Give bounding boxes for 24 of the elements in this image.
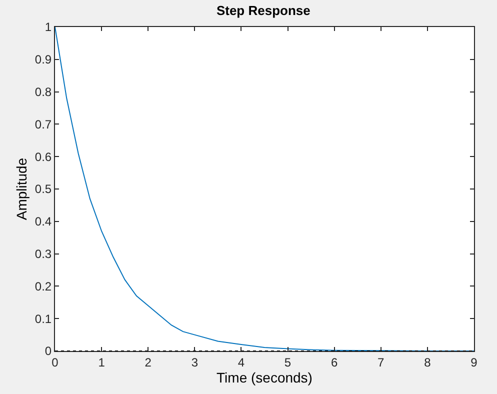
x-axis-title: Time (seconds): [216, 370, 312, 386]
x-tick-label: 7: [378, 355, 385, 370]
x-tick-label: 4: [238, 355, 245, 370]
y-tick-label: 0.7: [34, 117, 52, 132]
y-tick-label: 0.2: [34, 279, 52, 294]
x-tick-label: 2: [144, 355, 152, 370]
x-tick-label: 5: [284, 355, 292, 370]
x-tick-label: 3: [191, 355, 198, 370]
y-tick-label: 0.1: [34, 312, 52, 326]
y-axis-title: Amplitude: [14, 158, 30, 220]
y-tick-label: 0.4: [34, 214, 52, 229]
y-tick-label: 0.8: [34, 85, 52, 99]
y-tick-label: 0.6: [34, 150, 52, 164]
y-tick-label: 1: [44, 20, 52, 34]
x-tick-label: 8: [424, 355, 432, 370]
line-series: [55, 27, 474, 351]
y-tick-label: 0.3: [34, 247, 52, 261]
y-tick-label: 0.9: [34, 52, 52, 67]
y-tick-label: 0: [44, 344, 52, 358]
chart-title: Step Response: [216, 3, 310, 18]
x-tick-label: 1: [98, 355, 106, 370]
y-tick-label: 0.5: [34, 182, 52, 196]
x-tick-label: 9: [470, 355, 478, 370]
x-tick-label: 6: [330, 355, 338, 370]
